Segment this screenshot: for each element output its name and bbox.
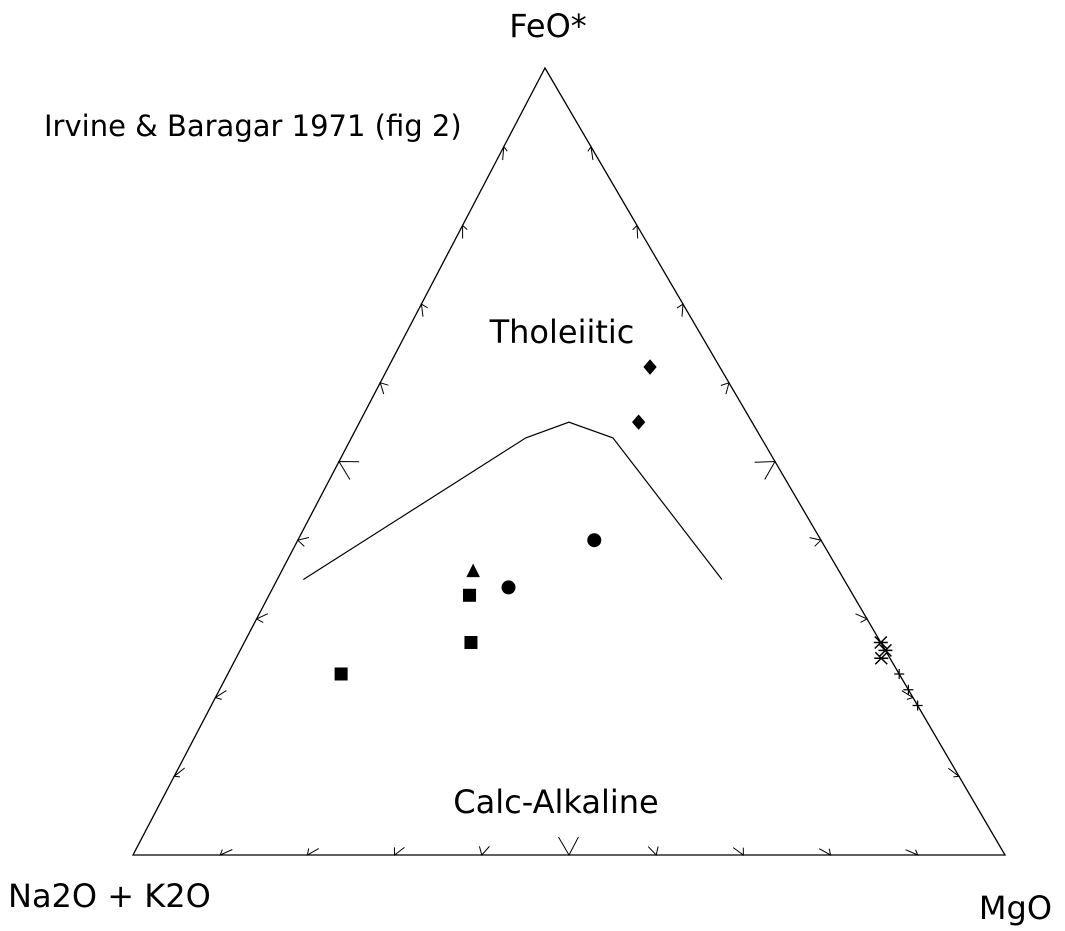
tick-mark — [393, 847, 405, 857]
tick-mark — [855, 613, 869, 623]
data-point — [894, 668, 905, 679]
data-point — [873, 635, 888, 650]
field-label: Tholeiitic — [489, 313, 635, 351]
left-label: Na2O + K2O — [8, 877, 211, 915]
tick-mark — [255, 613, 269, 623]
data-point — [643, 359, 657, 375]
data-point — [874, 651, 889, 665]
tick-mark — [647, 846, 659, 857]
tick-mark — [462, 224, 468, 239]
tick-mark — [420, 303, 428, 317]
data-point — [463, 588, 477, 602]
data-point — [501, 580, 516, 595]
tick-mark — [219, 849, 233, 856]
data-point — [912, 700, 923, 711]
chart-title: Irvine & Baragar 1971 (fig 2) — [44, 109, 462, 143]
tick-mark — [732, 847, 744, 856]
tick-mark — [296, 537, 310, 547]
data-point — [334, 667, 348, 681]
tick-mark — [338, 460, 360, 480]
tick-mark — [632, 224, 639, 239]
data-point — [903, 684, 914, 695]
field-label: Calc-Alkaline — [453, 783, 658, 821]
right-label: MgO — [979, 889, 1052, 927]
tick-mark — [214, 690, 227, 700]
tick-mark — [818, 848, 832, 856]
tick-mark — [754, 460, 776, 480]
data-point — [464, 636, 478, 650]
tick-mark — [306, 848, 319, 856]
tick-mark — [720, 382, 730, 395]
tick-mark — [379, 382, 389, 395]
tick-mark — [948, 767, 961, 778]
tick-mark — [478, 846, 490, 857]
data-point — [466, 563, 480, 578]
top-label: FeO* — [509, 7, 587, 45]
tick-mark — [905, 849, 919, 856]
data-point — [587, 533, 602, 548]
tick-mark — [901, 690, 915, 700]
tick-mark — [172, 767, 185, 778]
tick-mark — [809, 537, 823, 547]
boundary-line — [303, 421, 723, 581]
tick-mark — [587, 145, 594, 161]
tick-mark — [558, 836, 579, 857]
triangle-frame — [131, 66, 1007, 856]
tick-mark — [676, 303, 684, 317]
tick-mark — [502, 145, 508, 161]
data-point — [878, 643, 893, 657]
data-point — [631, 414, 646, 430]
